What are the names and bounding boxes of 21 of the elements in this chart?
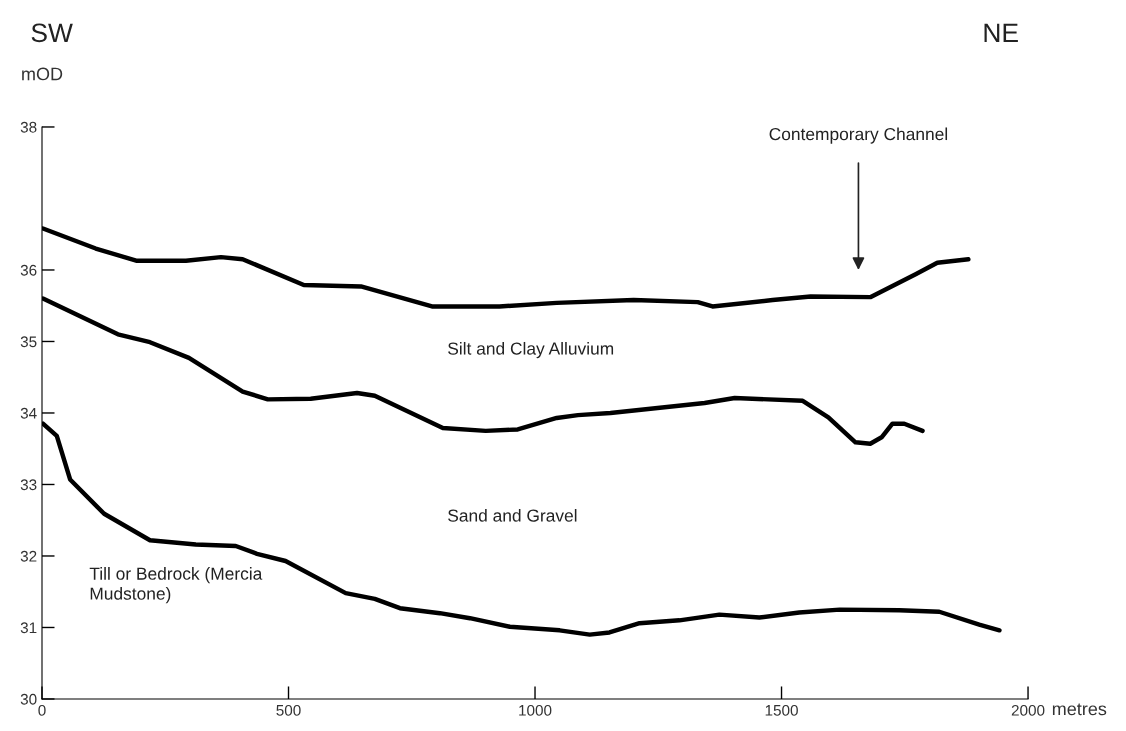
y-tick-label: 32 (20, 550, 37, 562)
text: NE (984, 23, 1018, 42)
annotation: Contemporary Channel (769, 127, 948, 144)
y-tick-label: 33 (20, 479, 37, 491)
x-tick-label: 1000 (519, 704, 552, 716)
y-tick-label: 36 (20, 264, 37, 276)
text: SW (31, 23, 73, 43)
annotation: Sand and Gravel (448, 508, 577, 522)
y-tick-label: 31 (20, 622, 37, 634)
y-tick-label: 30 (20, 693, 37, 705)
x-tick-label: 2000 (1011, 704, 1045, 716)
y-tick-label: 38 (20, 121, 37, 133)
x-tick-label: 0 (38, 704, 46, 716)
y-axis-title: mOD (22, 67, 63, 81)
x-tick-label: 1500 (765, 704, 798, 716)
y-tick-label: 35 (20, 336, 37, 348)
annotation: Till or Bedrock (Mercia Mudstone) (89, 567, 263, 604)
x-tick-label: 500 (276, 704, 301, 716)
x-axis-title: metres (1052, 703, 1107, 716)
annotation: Silt and Clay Alluvium (448, 341, 614, 359)
y-tick-label: 34 (20, 407, 37, 419)
